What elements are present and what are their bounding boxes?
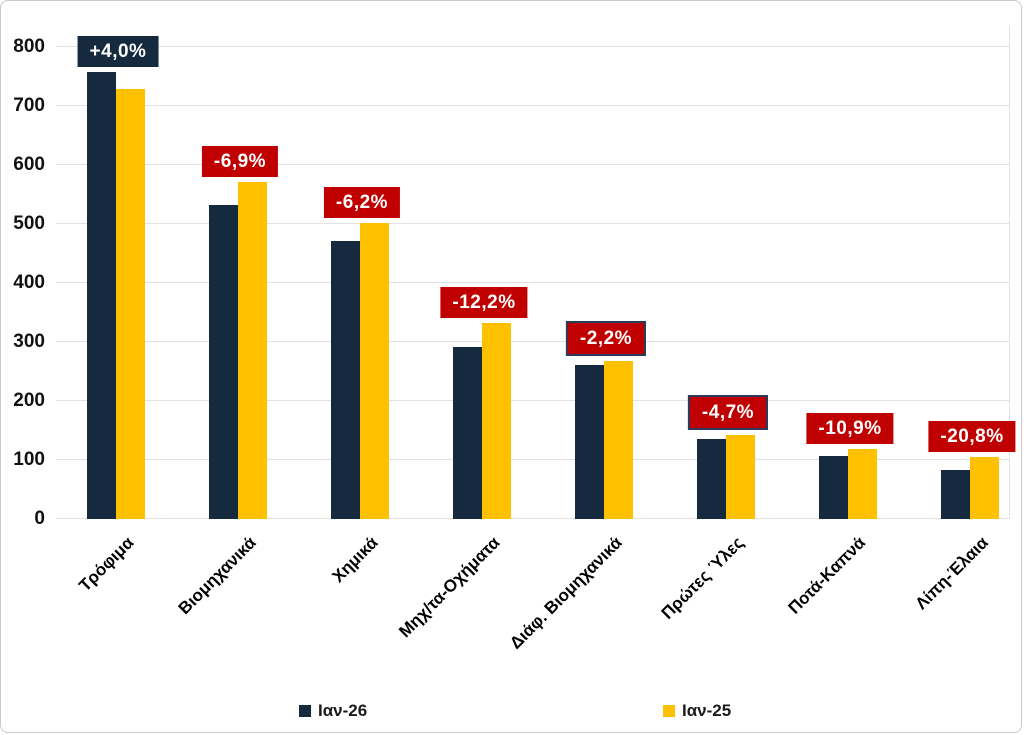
bar-ian25 — [970, 457, 999, 519]
y-axis-tick: 600 — [13, 154, 45, 175]
y-axis-tick: 300 — [13, 331, 45, 352]
bar-ian25 — [360, 222, 389, 519]
bar-ian25 — [116, 89, 145, 519]
legend-item-ian26: Ιαν-26 — [299, 701, 367, 721]
change-badge: +4,0% — [77, 36, 159, 68]
bar-ian26 — [209, 205, 238, 519]
bar-ian26 — [941, 470, 970, 519]
bar-ian26 — [453, 346, 482, 519]
category-label-text: Χημικά — [328, 533, 382, 587]
gridline — [56, 223, 1009, 224]
bar-ian25 — [238, 182, 267, 519]
gridline — [56, 518, 1009, 519]
gridline — [56, 164, 1009, 165]
gridline — [56, 400, 1009, 401]
change-badge: -2,2% — [565, 321, 647, 357]
y-axis-tick: 500 — [13, 213, 45, 234]
bar-ian26 — [575, 365, 604, 519]
bar-ian25 — [726, 435, 755, 519]
category-label-text: Τρόφιμα — [75, 533, 138, 596]
gridline — [56, 341, 1009, 342]
legend: Ιαν-26 Ιαν-25 — [1, 701, 1021, 725]
change-badge: -6,2% — [323, 186, 401, 218]
category-label-text: Ποτά-Καπνά — [784, 533, 870, 618]
y-axis-tick: 0 — [34, 508, 45, 529]
category-label-text: Βιομηχανικά — [174, 533, 260, 619]
bar-ian26 — [331, 241, 360, 519]
bar-ian25 — [482, 323, 511, 519]
gridline — [56, 459, 1009, 460]
category-label-text: Διάφ. Βιομηχανικά — [505, 533, 626, 653]
bar-ian26 — [87, 72, 116, 519]
category-label-text: Μηχ/τα-Οχήματα — [395, 533, 504, 642]
change-badge: -10,9% — [806, 412, 894, 444]
y-axis-tick: 400 — [13, 272, 45, 293]
gridline — [56, 105, 1009, 106]
plot-area: 0 100 200 300 400 500 600 700 800 +4,0% Τρόφιμα -6,… — [13, 25, 1016, 653]
y-axis-tick: 200 — [13, 390, 45, 411]
change-badge: -12,2% — [440, 287, 528, 319]
change-badge: -20,8% — [928, 421, 1016, 453]
category-label-text: Πρώτες Ύλες — [657, 533, 748, 623]
y-axis-tick: 700 — [13, 95, 45, 116]
y-axis-tick: 100 — [13, 449, 45, 470]
gridline — [56, 282, 1009, 283]
change-badge: -4,7% — [687, 395, 769, 431]
bar-ian25 — [604, 361, 633, 519]
y-axis-tick: 800 — [13, 36, 45, 57]
legend-swatch-ian26 — [299, 705, 311, 717]
change-badge: -6,9% — [201, 146, 279, 178]
bar-ian26 — [819, 456, 848, 519]
legend-label-ian25: Ιαν-25 — [682, 701, 732, 720]
category-label-text: Λίπη-Έλαια — [911, 533, 992, 614]
legend-label-ian26: Ιαν-26 — [318, 701, 368, 720]
legend-swatch-ian25 — [663, 705, 675, 717]
legend-item-ian25: Ιαν-25 — [663, 701, 731, 721]
bar-ian25 — [848, 448, 877, 519]
bar-ian26 — [697, 439, 726, 519]
gridline — [56, 46, 1009, 47]
